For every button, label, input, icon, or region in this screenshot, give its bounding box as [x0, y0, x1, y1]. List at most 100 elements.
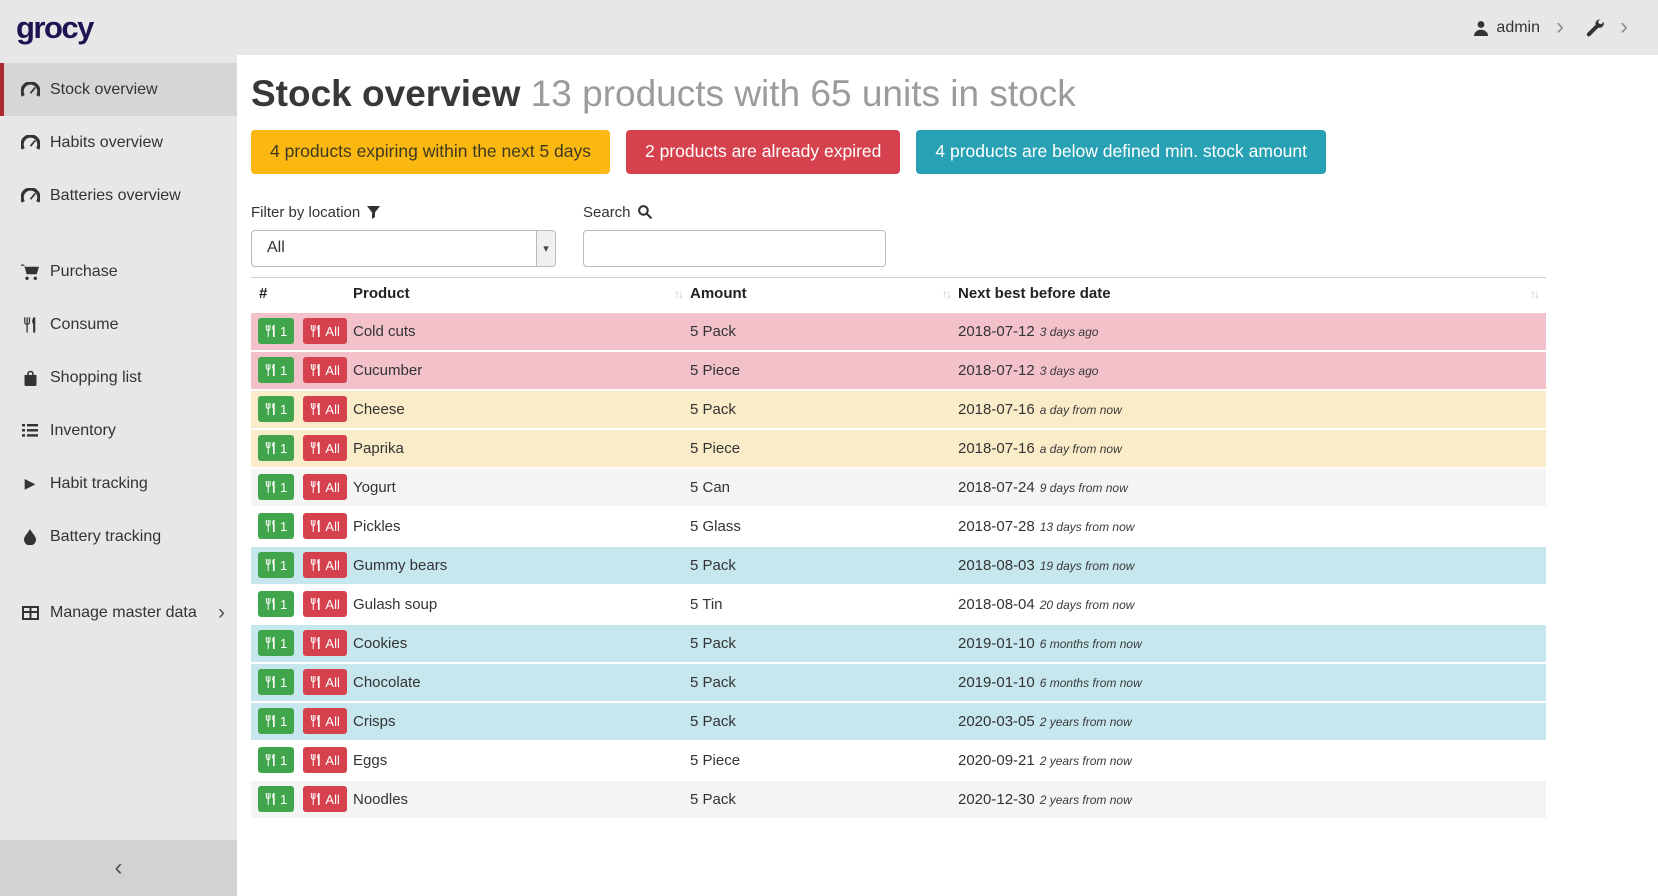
consume-all-button[interactable]: All [303, 591, 346, 617]
location-select[interactable]: All ▾ [251, 230, 556, 267]
drop-icon [19, 529, 41, 545]
sort-icon: ↑↓ [942, 287, 950, 301]
app-logo[interactable]: grocy [16, 10, 93, 46]
consume-all-button[interactable]: All [303, 435, 346, 461]
sidebar-item-stock-overview[interactable]: Stock overview [0, 63, 237, 116]
consume-one-button[interactable]: 1 [258, 318, 294, 344]
utensils-icon [310, 520, 321, 532]
product-name: Eggs [353, 741, 690, 780]
consume-all-button[interactable]: All [303, 318, 346, 344]
user-menu[interactable]: admin › [1473, 15, 1564, 41]
product-amount: 5 Pack [690, 312, 958, 351]
consume-all-button[interactable]: All [303, 552, 346, 578]
best-before-date: 2018-07-2813 days from now [958, 507, 1546, 546]
sidebar-item-purchase[interactable]: Purchase [0, 245, 237, 298]
tachometer-icon [19, 188, 41, 203]
best-before-date: 2018-08-0420 days from now [958, 585, 1546, 624]
column-header-product[interactable]: Product ↑↓ [353, 277, 690, 312]
chevron-right-icon: › [1620, 15, 1628, 39]
sidebar-item-inventory[interactable]: Inventory [0, 404, 237, 457]
expiring-badge[interactable]: 4 products expiring within the next 5 da… [251, 130, 610, 174]
sidebar-item-manage-master-data[interactable]: Manage master data › [0, 586, 237, 639]
product-name: Chocolate [353, 663, 690, 702]
consume-all-button[interactable]: All [303, 396, 346, 422]
product-name: Cucumber [353, 351, 690, 390]
product-name: Cold cuts [353, 312, 690, 351]
utensils-icon [310, 676, 321, 688]
sidebar-item-label: Batteries overview [50, 187, 181, 205]
consume-one-button[interactable]: 1 [258, 357, 294, 383]
stock-table: # Product ↑↓ Amount ↑↓ Next best before … [251, 277, 1546, 820]
product-amount: 5 Piece [690, 429, 958, 468]
consume-one-button[interactable]: 1 [258, 747, 294, 773]
consume-all-button[interactable]: All [303, 513, 346, 539]
utensils-icon [265, 637, 276, 649]
utensils-icon [310, 754, 321, 766]
consume-one-button[interactable]: 1 [258, 669, 294, 695]
sidebar-item-label: Shopping list [50, 369, 142, 387]
best-before-date: 2018-08-0319 days from now [958, 546, 1546, 585]
best-before-date: 2018-07-123 days ago [958, 312, 1546, 351]
consume-all-button[interactable]: All [303, 747, 346, 773]
utensils-icon [265, 754, 276, 766]
search-input[interactable] [583, 230, 886, 267]
consume-all-button[interactable]: All [303, 357, 346, 383]
utensils-icon [310, 793, 321, 805]
sidebar-item-habit-tracking[interactable]: ▶ Habit tracking [0, 457, 237, 510]
wrench-icon [1586, 19, 1604, 37]
sidebar-collapse-button[interactable]: ‹ [0, 840, 237, 896]
sidebar-item-label: Habit tracking [50, 475, 148, 493]
consume-one-button[interactable]: 1 [258, 552, 294, 578]
consume-all-button[interactable]: All [303, 708, 346, 734]
below-min-stock-badge[interactable]: 4 products are below defined min. stock … [916, 130, 1326, 174]
sidebar-item-batteries-overview[interactable]: Batteries overview [0, 169, 237, 222]
consume-all-button[interactable]: All [303, 669, 346, 695]
sidebar-item-habits-overview[interactable]: Habits overview [0, 116, 237, 169]
product-name: Gummy bears [353, 546, 690, 585]
product-amount: 5 Pack [690, 546, 958, 585]
table-row: 1 All Chocolate 5 Pack 2019-01-106 month… [251, 663, 1546, 702]
table-row: 1 All Gulash soup 5 Tin 2018-08-0420 day… [251, 585, 1546, 624]
best-before-date: 2018-07-249 days from now [958, 468, 1546, 507]
column-header-amount[interactable]: Amount ↑↓ [690, 277, 958, 312]
utensils-icon [310, 325, 321, 337]
consume-one-button[interactable]: 1 [258, 591, 294, 617]
column-header-best-before[interactable]: Next best before date ↑↓ [958, 277, 1546, 312]
utensils-icon [265, 715, 276, 727]
sidebar-item-label: Purchase [50, 263, 118, 281]
utensils-icon [310, 715, 321, 727]
user-icon [1473, 20, 1489, 36]
settings-menu[interactable]: › [1586, 15, 1628, 41]
best-before-date: 2018-07-123 days ago [958, 351, 1546, 390]
utensils-icon [19, 317, 41, 333]
list-icon [19, 424, 41, 437]
consume-one-button[interactable]: 1 [258, 513, 294, 539]
sidebar-item-battery-tracking[interactable]: Battery tracking [0, 510, 237, 563]
column-header-number[interactable]: # [251, 277, 353, 312]
tachometer-icon [19, 82, 41, 97]
sidebar-item-label: Battery tracking [50, 528, 161, 546]
table-row: 1 All Crisps 5 Pack 2020-03-052 years fr… [251, 702, 1546, 741]
consume-all-button[interactable]: All [303, 786, 346, 812]
table-row: 1 All Eggs 5 Piece 2020-09-212 years fro… [251, 741, 1546, 780]
consume-one-button[interactable]: 1 [258, 474, 294, 500]
sidebar-item-consume[interactable]: Consume [0, 298, 237, 351]
expired-badge[interactable]: 2 products are already expired [626, 130, 900, 174]
sidebar-item-shopping-list[interactable]: Shopping list [0, 351, 237, 404]
consume-all-button[interactable]: All [303, 630, 346, 656]
consume-one-button[interactable]: 1 [258, 708, 294, 734]
utensils-icon [265, 442, 276, 454]
product-amount: 5 Tin [690, 585, 958, 624]
consume-one-button[interactable]: 1 [258, 396, 294, 422]
page-title: Stock overview 13 products with 65 units… [251, 73, 1644, 116]
product-name: Yogurt [353, 468, 690, 507]
consume-all-button[interactable]: All [303, 474, 346, 500]
chevron-right-icon: › [1556, 15, 1564, 39]
consume-one-button[interactable]: 1 [258, 786, 294, 812]
consume-one-button[interactable]: 1 [258, 435, 294, 461]
shopping-bag-icon [19, 370, 41, 386]
utensils-icon [310, 481, 321, 493]
stock-table-body: 1 All Cold cuts 5 Pack 2018-07-123 days … [251, 312, 1546, 819]
utensils-icon [310, 598, 321, 610]
consume-one-button[interactable]: 1 [258, 630, 294, 656]
